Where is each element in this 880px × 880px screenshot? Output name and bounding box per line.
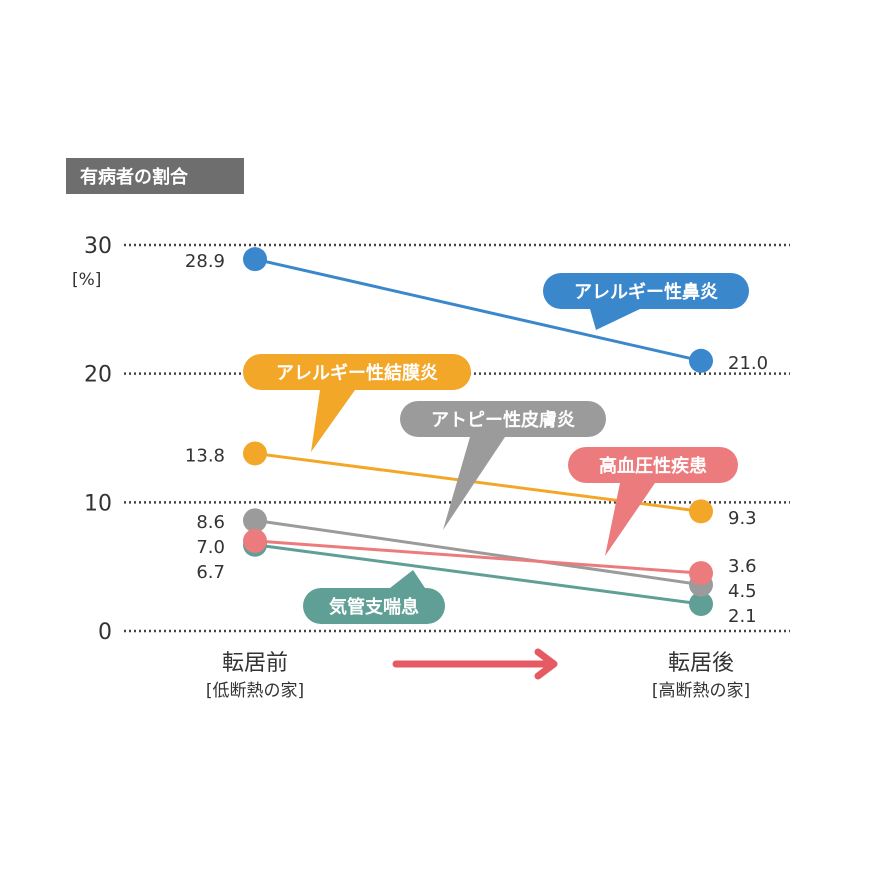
y-tick-labels: 0 10 20 30	[84, 234, 112, 645]
value-label-right: 2.1	[728, 606, 757, 627]
value-label-right: 9.3	[728, 508, 757, 529]
legend-entry: アトピー性皮膚炎	[431, 409, 575, 431]
value-label-left: 7.0	[196, 537, 225, 558]
chart-title-background	[66, 158, 244, 194]
data-point	[243, 247, 267, 272]
x-category-labels: 転居前 [低断熱の家] 転居後 [高断熱の家]	[206, 651, 750, 701]
x-category-label: 転居前	[222, 651, 288, 676]
value-label-right: 21.0	[728, 353, 768, 374]
value-label-left: 13.8	[185, 445, 225, 466]
legend-bubble-box	[243, 354, 471, 390]
y-tick-label: 20	[84, 363, 112, 388]
legend-bubble: アレルギー性結膜炎	[243, 354, 471, 452]
x-category-sublabel: [低断熱の家]	[206, 681, 304, 701]
value-label-right: 3.6	[728, 556, 757, 577]
y-tick-label: 0	[98, 620, 112, 645]
series-line	[254, 539, 702, 575]
legend-bubble: 気管支喘息	[303, 570, 445, 624]
legend-bubble-box	[400, 401, 606, 437]
grid	[124, 243, 790, 633]
transition-arrow	[392, 648, 558, 680]
legend-bubble: アレルギー性鼻炎	[543, 273, 749, 330]
chart-title: 有病者の割合	[80, 166, 189, 188]
value-label-left: 28.9	[185, 251, 225, 272]
legend-bubble-tail	[590, 309, 640, 330]
series-line	[254, 543, 702, 606]
legend-entry: 気管支喘息	[329, 596, 419, 618]
value-label-left: 6.7	[196, 562, 225, 583]
value-labels: 28.9 21.0 13.8 9.3 8.6 3.6 7.0 4.5 6.7 2.1	[185, 251, 768, 627]
y-tick-label: 10	[84, 491, 112, 516]
data-point	[689, 348, 713, 373]
data-point	[689, 499, 713, 524]
data-point	[243, 508, 267, 533]
x-category-sublabel: [高断熱の家]	[652, 681, 750, 701]
series-line	[254, 518, 702, 587]
x-category-label: 転居後	[668, 651, 734, 676]
legend-bubble: 高血圧性疾患	[568, 447, 738, 556]
legend-entry: アレルギー性結膜炎	[276, 362, 438, 384]
y-tick-label: 30	[84, 234, 112, 259]
legend-bubble: アトピー性皮膚炎	[400, 401, 606, 530]
chart-title-box: 有病者の割合	[66, 158, 244, 194]
legend-bubble-box	[568, 447, 738, 483]
legend-bubble-tail	[390, 570, 425, 588]
legend-entry: アレルギー性鼻炎	[574, 281, 718, 303]
value-label-right: 4.5	[728, 581, 757, 602]
series-lines	[254, 257, 702, 606]
legend-bubble-tail	[605, 483, 655, 556]
series-line	[254, 257, 702, 363]
legend-bubble-tail	[311, 390, 355, 452]
data-point	[689, 591, 713, 616]
data-point	[243, 528, 267, 553]
value-label-left: 8.6	[196, 512, 225, 533]
arrow-head	[534, 648, 558, 680]
data-point	[689, 561, 713, 586]
unit-label: [%]	[72, 270, 101, 290]
data-point	[243, 441, 267, 466]
legend-entry: 高血圧性疾患	[599, 455, 707, 477]
legend-bubble-box	[543, 273, 749, 309]
legend-bubble-box	[303, 588, 445, 624]
legend-bubble-tail	[443, 437, 505, 530]
series-points	[243, 247, 713, 616]
